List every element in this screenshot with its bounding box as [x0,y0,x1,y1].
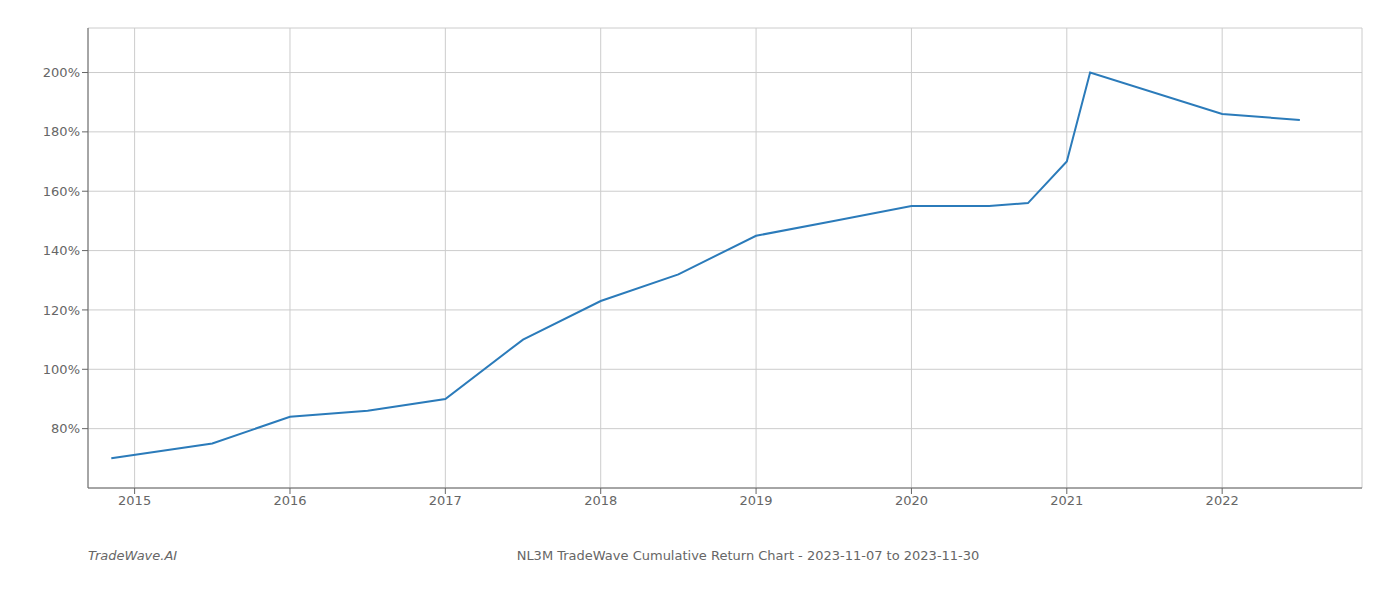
svg-text:2015: 2015 [118,493,151,508]
html-text:NL3M TradeWave Cumulative Retu: NL3M TradeWave Cumulative Return Chart -… [516,548,980,563]
svg-text:80%: 80% [51,421,80,436]
svg-text:2017: 2017 [429,493,462,508]
svg-text:180%: 180% [43,124,80,139]
svg-text:2022: 2022 [1206,493,1239,508]
svg-text:2021: 2021 [1050,493,1083,508]
svg-text:120%: 120% [43,303,80,318]
svg-text:160%: 160% [43,184,80,199]
svg-text:2020: 2020 [895,493,928,508]
svg-text:2018: 2018 [584,493,617,508]
html-text:TradeWave.AI: TradeWave.AI [88,548,178,563]
svg-text:140%: 140% [43,243,80,258]
svg-text:2019: 2019 [740,493,773,508]
svg-text:200%: 200% [43,65,80,80]
svg-text:2016: 2016 [273,493,306,508]
svg-text:100%: 100% [43,362,80,377]
